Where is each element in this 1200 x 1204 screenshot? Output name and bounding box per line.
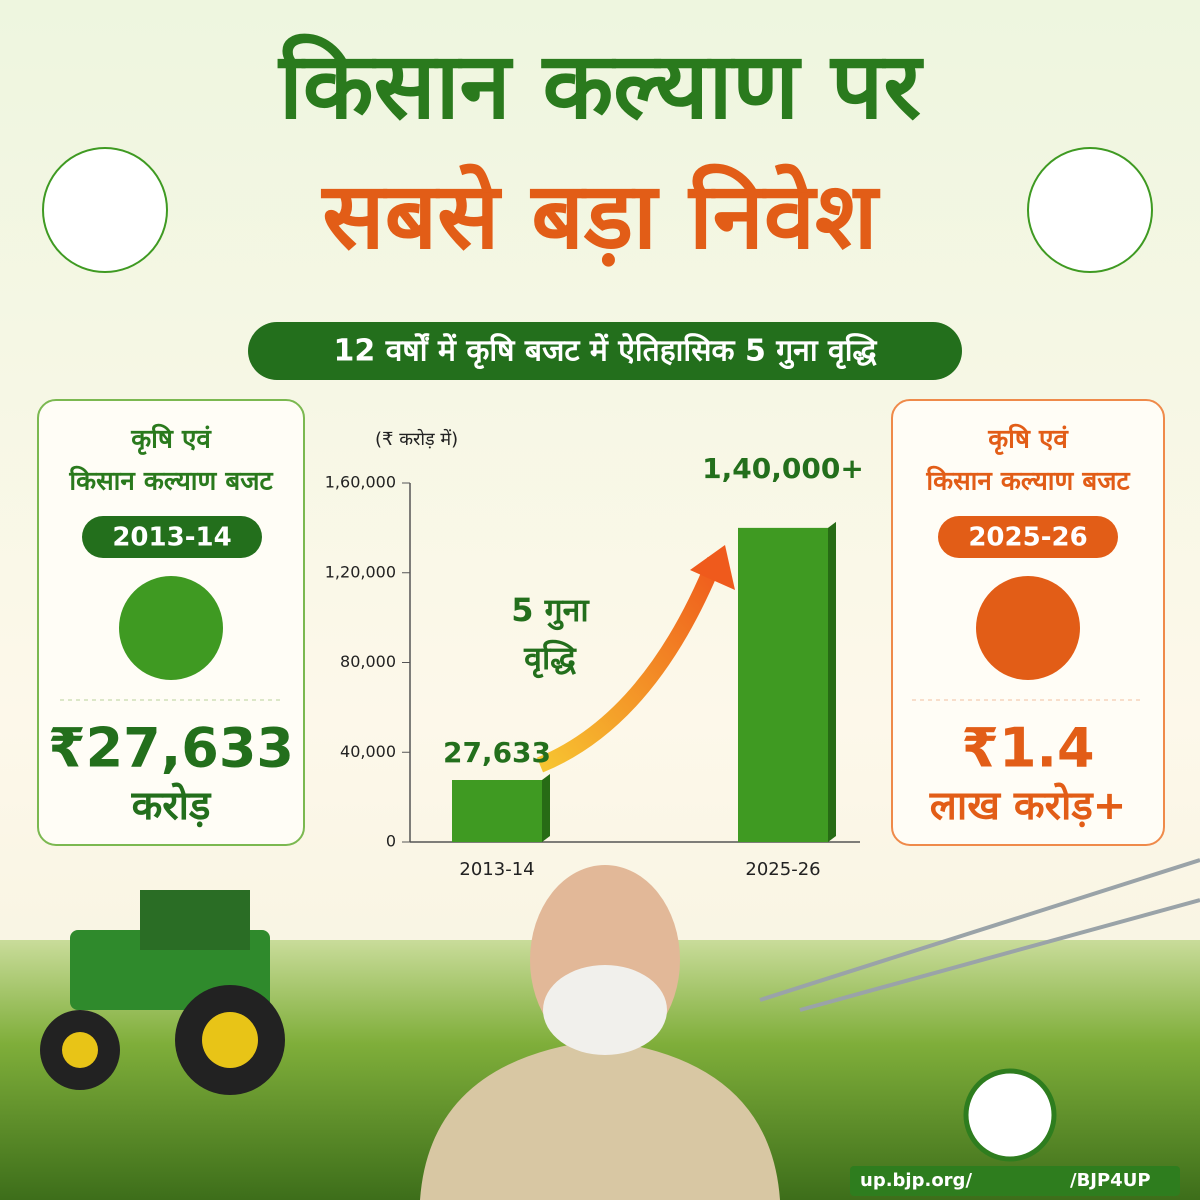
banner-text: 12 वर्षों में कृषि बजट में ऐतिहासिक 5 गु… (334, 333, 878, 370)
y-tick-label: 80,000 (340, 652, 396, 671)
growth-arrow-head (690, 545, 735, 590)
banner (248, 322, 962, 380)
value-label: 1,40,000+ (702, 452, 864, 485)
left-year: 2013-14 (112, 523, 231, 553)
annotation-line2: वृद्धि (523, 639, 577, 679)
footer-bar (850, 1166, 1180, 1196)
left-unit: करोड़ (131, 782, 212, 829)
right-year: 2025-26 (968, 523, 1087, 553)
unit-label: (₹ करोड़ में) (375, 428, 458, 450)
right-year-pill (938, 516, 1118, 558)
bar (452, 779, 542, 842)
sprinkler (759, 858, 1200, 1012)
right-line2: किसान कल्याण बजट (925, 466, 1130, 497)
y-tick-label: 0 (386, 832, 396, 851)
icon-plant (42, 147, 168, 273)
y-tick-label: 1,60,000 (325, 473, 396, 492)
left-year-pill (82, 516, 262, 558)
x-tick-label: 2025-26 (745, 859, 820, 880)
right-line1: कृषि एवं (987, 424, 1069, 456)
tractor (40, 890, 285, 1095)
bar-side (542, 773, 550, 842)
left-line1: कृषि एवं (130, 424, 212, 456)
footer-handle: /BJP4UP (1070, 1170, 1151, 1191)
portrait (420, 865, 780, 1200)
right-amount: ₹1.4 (961, 717, 1094, 780)
left-money-icon (119, 576, 223, 680)
right-unit: लाख करोड़+ (929, 782, 1126, 829)
icon-tractor (1027, 147, 1153, 273)
footer-site: up.bjp.org/ (860, 1170, 972, 1191)
bar (738, 527, 828, 842)
left-line2: किसान कल्याण बजट (68, 466, 273, 497)
growth-arrow (536, 556, 723, 773)
title-line1: किसान कल्याण पर (277, 32, 924, 139)
y-tick-label: 1,20,000 (325, 562, 396, 581)
title-line2: सबसे बड़ा निवेश (320, 162, 881, 269)
y-tick-label: 40,000 (340, 742, 396, 761)
value-label: 27,633 (443, 736, 551, 769)
annotation-line1: 5 गुना (511, 591, 590, 631)
x-tick-label: 2013-14 (459, 859, 534, 880)
logo (963, 1068, 1057, 1162)
right-money-icon (976, 576, 1080, 680)
bar-side (828, 521, 836, 842)
left-amount: ₹27,633 (48, 717, 294, 780)
